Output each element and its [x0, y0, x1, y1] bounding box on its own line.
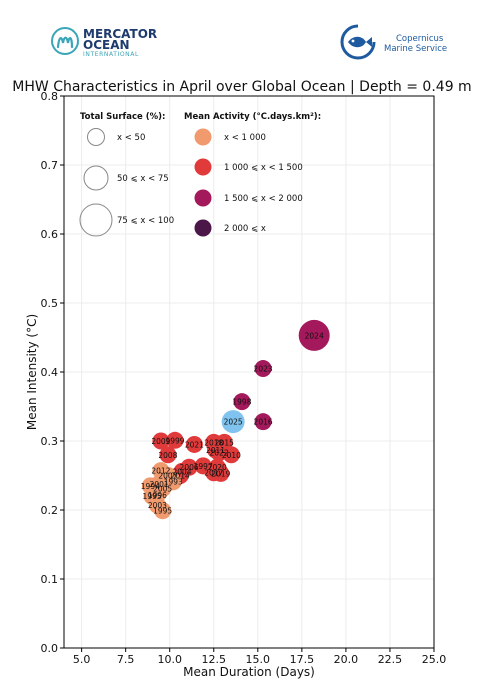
color-legend-marker: [194, 128, 212, 146]
mercator-logo-line2: OCEAN: [83, 38, 130, 52]
size-legend-label: 50 ⩽ x < 75: [117, 174, 169, 184]
data-label-2024: 2024: [305, 331, 324, 340]
mercator-logo-line3: INTERNATIONAL: [83, 51, 139, 58]
color-legend-marker: [194, 219, 212, 237]
color-legend-label: 1 500 ⩽ x < 2 000: [224, 194, 303, 204]
data-label-2020: 2020: [208, 463, 227, 472]
data-label-2015: 2015: [215, 438, 234, 447]
data-label-2003: 2003: [148, 501, 167, 510]
size-legend-marker: [87, 128, 105, 146]
data-point-2008: [159, 446, 177, 464]
header: MERCATOR OCEAN INTERNATIONAL Copernicus …: [0, 0, 484, 74]
mercator-m-logo-icon: [51, 27, 79, 55]
data-label-2004: 2004: [173, 467, 192, 476]
y-tick-label: 0.0: [41, 642, 59, 655]
data-label-2021: 2021: [185, 440, 204, 449]
y-tick-label: 0.7: [41, 159, 59, 172]
x-tick-label: 25.0: [422, 653, 447, 666]
data-point-2024: [298, 319, 330, 351]
y-tick-label: 0.8: [41, 90, 59, 103]
data-label-2022: 2022: [210, 449, 229, 458]
data-label-1995: 1995: [143, 492, 162, 501]
copernicus-logo-line2: Marine Service: [384, 44, 448, 54]
data-label-2005: 2005: [153, 485, 172, 494]
data-label-2019: 2019: [211, 469, 230, 478]
data-label-2016: 2016: [254, 418, 273, 427]
mercator-logo-line1: MERCATOR: [83, 27, 158, 41]
data-label-2012: 2012: [151, 467, 170, 476]
color-legend-label: 2 000 ⩽ x: [224, 224, 266, 234]
data-point-2010: [222, 446, 240, 464]
data-point-1998: [233, 393, 251, 411]
x-tick-label: 5.0: [73, 653, 91, 666]
color-legend-marker: [194, 189, 212, 207]
size-legend-marker: [79, 203, 113, 237]
size-legend-marker: [83, 165, 109, 191]
data-label-1995: 1995: [153, 507, 172, 516]
copernicus-fish-logo-icon: [340, 24, 376, 60]
mercator-ocean-logo[interactable]: MERCATOR OCEAN INTERNATIONAL: [50, 26, 160, 62]
copernicus-logo-line1: Copernicus: [396, 34, 444, 44]
data-label-1997: 1997: [194, 462, 213, 471]
data-label-2014: 2014: [171, 472, 190, 481]
data-label-2001: 2001: [150, 480, 169, 489]
x-tick-label: 15.0: [246, 653, 271, 666]
size-legend-label: 75 ⩽ x < 100: [117, 216, 174, 226]
data-label-2025: 2025: [224, 418, 243, 427]
data-label-2008: 2008: [158, 451, 177, 460]
y-tick-label: 0.4: [41, 366, 59, 379]
color-legend-title: Mean Activity (°C.days.km²):: [184, 112, 321, 122]
data-label-2023: 2023: [254, 365, 273, 374]
data-label-1993: 1993: [164, 478, 183, 487]
data-label-2017: 2017: [204, 469, 223, 478]
data-point-2009: [152, 432, 170, 450]
x-tick-label: 22.5: [378, 653, 403, 666]
data-label-1998: 1998: [232, 398, 251, 407]
data-point-2017: [205, 464, 223, 482]
data-label-2006: 2006: [180, 463, 199, 472]
size-legend-label: x < 50: [117, 133, 145, 143]
x-axis-label: Mean Duration (Days): [183, 665, 315, 679]
color-legend-label: 1 000 ⩽ x < 1 500: [224, 163, 303, 173]
copernicus-logo[interactable]: Copernicus Marine Service: [338, 22, 448, 62]
x-tick-label: 10.0: [157, 653, 182, 666]
data-label-1999: 1999: [165, 436, 184, 445]
y-tick-label: 0.6: [41, 228, 59, 241]
y-tick-label: 0.5: [41, 297, 59, 310]
y-tick-label: 0.3: [41, 435, 59, 448]
x-tick-label: 7.5: [117, 653, 135, 666]
data-label-1994: 1994: [141, 482, 160, 491]
data-point-1999: [166, 431, 184, 449]
chart-title: MHW Characteristics in April over Global…: [12, 79, 471, 95]
x-tick-label: 20.0: [334, 653, 359, 666]
y-tick-label: 0.2: [41, 504, 59, 517]
data-label-2007: 2007: [158, 472, 177, 481]
y-tick-label: 0.1: [41, 573, 59, 586]
data-point-2021: [185, 435, 203, 453]
data-point-2025: [221, 410, 245, 434]
data-label-1996: 1996: [148, 491, 167, 500]
data-label-2011: 2011: [206, 446, 225, 455]
color-legend-label: x < 1 000: [224, 133, 266, 143]
data-point-1995: [154, 502, 172, 520]
size-legend-title: Total Surface (%):: [80, 112, 165, 122]
y-axis-label: Mean Intensity (°C): [25, 314, 39, 430]
data-label-2009: 2009: [151, 437, 170, 446]
data-label-2018: 2018: [204, 438, 223, 447]
data-label-2010: 2010: [222, 451, 241, 460]
data-point-2016: [254, 413, 272, 431]
data-point-2023: [254, 360, 272, 378]
x-tick-label: 12.5: [202, 653, 227, 666]
color-legend-marker: [194, 158, 212, 176]
x-tick-label: 17.5: [290, 653, 315, 666]
